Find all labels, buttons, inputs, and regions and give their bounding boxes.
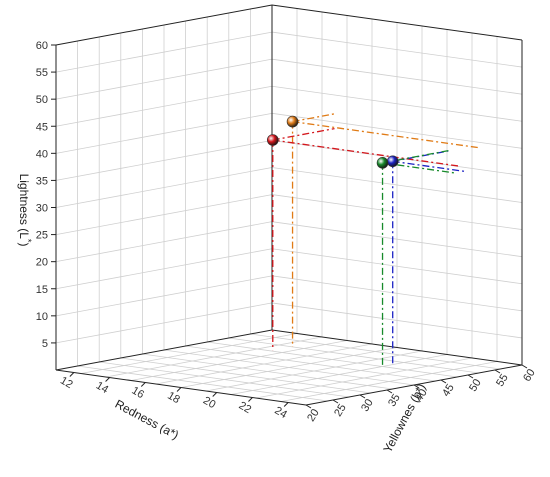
- z-axis-title: Lightness (L*): [17, 174, 33, 247]
- grid-line: [77, 365, 328, 402]
- x-tick-label: 22: [237, 400, 254, 417]
- y-tick: [386, 389, 393, 394]
- y-tick: [413, 384, 420, 389]
- grid-line: [255, 357, 473, 399]
- drop-line-a: [292, 112, 336, 123]
- axis-frame-line: [271, 4, 523, 41]
- drop-line-a: [392, 150, 449, 162]
- z-tick-label: 55: [36, 67, 48, 79]
- z-tick-label: 10: [36, 311, 48, 323]
- drop-line-a: [272, 127, 335, 141]
- data-point: [386, 155, 399, 168]
- x-axis-title: Redness (a*): [113, 397, 181, 442]
- drop-line-b: [272, 139, 461, 167]
- y-tick: [305, 404, 312, 409]
- z-tick-label: 5: [42, 338, 48, 350]
- grid-line: [280, 361, 498, 402]
- z-tick-label: 60: [36, 40, 48, 52]
- y-tick: [440, 379, 447, 384]
- x-tick: [283, 402, 289, 407]
- drop-line-b: [392, 160, 467, 173]
- x-tick: [248, 397, 253, 402]
- y-axis-title: Yellownes (b*): [380, 381, 428, 455]
- z-tick-label: 30: [36, 203, 48, 215]
- y-tick-label: 55: [494, 372, 511, 389]
- axis-frame-line: [55, 4, 273, 46]
- grid-line: [99, 361, 350, 398]
- drop-line-b: [292, 120, 479, 149]
- y-tick-label: 40: [413, 387, 430, 404]
- y-tick-label: 25: [332, 402, 349, 419]
- z-tick-label: 50: [36, 94, 48, 106]
- y-tick-label: 30: [359, 397, 376, 414]
- y-tick: [467, 374, 474, 379]
- x-tick-label: 12: [58, 375, 75, 392]
- z-tick-label: 45: [36, 121, 48, 133]
- grid-line: [205, 350, 423, 392]
- y-tick-label: 20: [305, 407, 322, 424]
- z-tick-label: 35: [36, 175, 48, 187]
- x-tick: [176, 387, 182, 392]
- x-tick-label: 14: [94, 380, 111, 397]
- z-tick-label: 15: [36, 284, 48, 296]
- y-tick-label: 60: [521, 367, 538, 384]
- grid-line: [180, 347, 398, 388]
- axis-frame-line: [55, 329, 273, 371]
- x-tick: [212, 392, 218, 397]
- grid-line: [230, 354, 448, 395]
- axis-frame-line: [271, 329, 523, 366]
- x-tick-label: 20: [201, 395, 218, 412]
- y-tick-label: 45: [440, 382, 457, 399]
- y-tick: [521, 364, 528, 369]
- y-tick: [494, 369, 501, 374]
- data-point: [286, 115, 299, 128]
- x-tick-label: 18: [165, 390, 182, 407]
- x-tick: [140, 382, 146, 387]
- grid-line: [142, 353, 393, 390]
- data-point: [376, 157, 389, 169]
- z-tick-label: 40: [36, 148, 48, 160]
- y-tick-label: 35: [386, 392, 403, 409]
- grid-line: [120, 357, 371, 394]
- data-point: [266, 134, 279, 146]
- y-tick: [359, 394, 366, 399]
- x-tick-label: 16: [129, 385, 146, 402]
- z-tick-label: 25: [36, 230, 48, 242]
- x-tick: [105, 377, 110, 382]
- drop-line-b: [382, 162, 456, 174]
- z-tick-label: 20: [36, 257, 48, 269]
- x-tick-label: 24: [272, 405, 289, 422]
- x-tick: [69, 372, 75, 377]
- y-tick-label: 50: [467, 377, 484, 394]
- y-tick: [332, 399, 339, 404]
